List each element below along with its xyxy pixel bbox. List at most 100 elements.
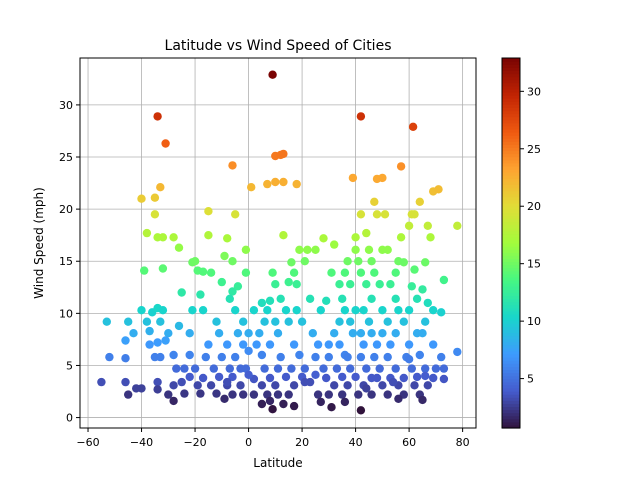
colorbar-segment [502, 147, 520, 152]
data-point [231, 210, 240, 219]
colorbar-segment [502, 64, 520, 68]
colorbar-segment [502, 169, 520, 173]
data-point [356, 210, 366, 219]
colorbar-segment [502, 79, 520, 84]
colorbar-segment [502, 236, 520, 241]
colorbar-segment [502, 98, 520, 102]
colorbar-segment [502, 184, 520, 189]
data-point [415, 350, 424, 360]
colorbar-segment [502, 144, 520, 149]
x-tick-label: −40 [130, 436, 153, 449]
data-point [313, 390, 323, 399]
data-point [289, 268, 299, 277]
data-point [439, 374, 449, 384]
data-point [375, 364, 384, 373]
data-point [351, 233, 360, 242]
y-tick-label: 0 [66, 412, 73, 425]
colorbar-segment [502, 141, 520, 145]
data-point [322, 296, 331, 305]
colorbar-segment [502, 301, 520, 306]
data-point [279, 399, 288, 409]
data-point [174, 321, 184, 331]
colorbar-segment [502, 159, 520, 164]
data-point [383, 352, 392, 362]
data-point [362, 280, 371, 289]
colorbar-segment [502, 206, 520, 210]
data-point [153, 377, 162, 387]
data-point [268, 70, 277, 79]
data-point [145, 340, 154, 349]
colorbar-tick-label: 30 [527, 85, 541, 98]
data-point [214, 329, 224, 338]
data-point [97, 377, 106, 387]
colorbar-segment [502, 150, 520, 155]
colorbar-segment [502, 128, 520, 133]
colorbar-segment [502, 199, 520, 204]
data-point [437, 308, 446, 317]
colorbar-segment [502, 350, 520, 355]
data-point [257, 298, 267, 308]
data-point [396, 162, 406, 171]
data-point [295, 350, 304, 360]
data-point [279, 149, 288, 159]
data-point [367, 329, 376, 338]
data-point [137, 384, 146, 393]
colorbar-segment [502, 292, 520, 297]
data-point [153, 338, 162, 347]
y-tick-label: 30 [59, 99, 73, 112]
colorbar-segment [502, 264, 520, 269]
data-point [217, 352, 226, 362]
colorbar-segment [502, 119, 520, 124]
data-point [105, 352, 114, 362]
colorbar-segment [502, 286, 520, 290]
data-point [228, 390, 237, 399]
data-point [399, 373, 408, 383]
y-axis: 0 5 10 15 20 25 30 [59, 99, 80, 425]
data-point [265, 340, 275, 349]
colorbar-segment [502, 138, 520, 142]
data-point [370, 352, 379, 362]
data-point [410, 265, 419, 274]
data-point [121, 354, 130, 363]
data-point [137, 194, 146, 203]
data-point [324, 352, 333, 362]
data-point [431, 364, 441, 373]
data-point [439, 275, 449, 285]
data-point [271, 177, 280, 187]
data-point [169, 396, 178, 406]
x-tick-label: 0 [245, 436, 252, 449]
data-point [121, 377, 130, 387]
data-point [378, 306, 387, 315]
colorbar-segment [502, 363, 520, 367]
colorbar-segment [502, 243, 520, 247]
colorbar-segment [502, 246, 520, 250]
data-point [362, 228, 371, 238]
data-point [247, 183, 256, 192]
data-point [249, 306, 259, 315]
data-point [356, 352, 366, 362]
data-point [263, 306, 272, 315]
data-point [287, 258, 296, 267]
data-point [281, 372, 291, 382]
colorbar-segment [502, 175, 520, 179]
data-point [185, 372, 194, 382]
data-point [383, 317, 392, 326]
data-point [295, 245, 304, 254]
data-point [356, 268, 366, 277]
colorbar-segment [502, 249, 520, 253]
colorbar-segment [502, 212, 520, 216]
data-point [142, 317, 152, 326]
data-point [319, 364, 328, 373]
data-point [180, 364, 189, 373]
data-point [418, 285, 427, 294]
colorbar-segment [502, 283, 520, 287]
data-point [421, 258, 430, 267]
data-point [300, 257, 309, 266]
data-point [399, 258, 408, 267]
data-point [233, 282, 243, 291]
colorbar-segment [502, 255, 520, 260]
colorbar-segment [502, 165, 520, 170]
data-point [437, 352, 446, 362]
data-point [268, 405, 277, 414]
data-point [396, 233, 406, 242]
